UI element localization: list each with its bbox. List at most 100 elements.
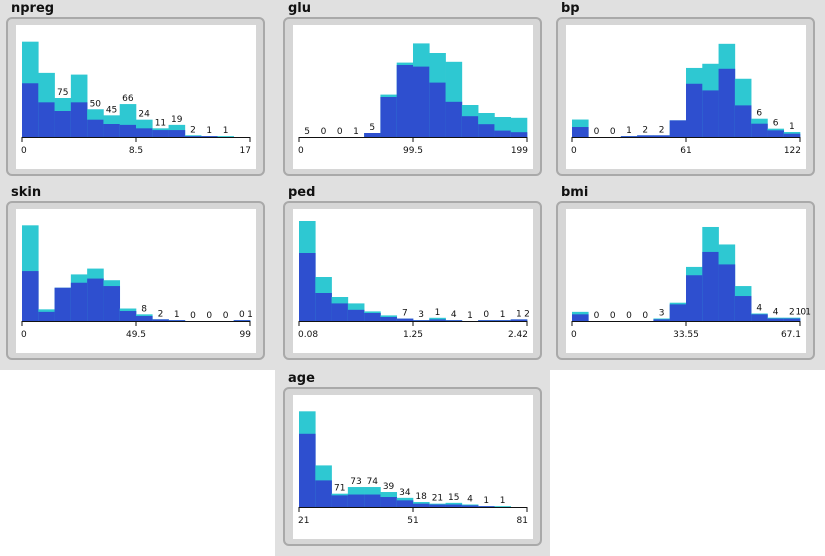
bar-subset [380, 97, 398, 137]
bar-count-label: 4 [451, 310, 457, 320]
bar-subset [413, 320, 430, 321]
x-tick-label: 67.1 [781, 330, 801, 340]
bar-subset [702, 251, 719, 321]
plot-area: 5 0 0 1 5 0 99.5 199 [293, 25, 533, 169]
bar-count-label: 71 [334, 484, 345, 494]
x-tick-label: 99.5 [403, 146, 423, 156]
bar-subset [136, 128, 153, 137]
plot-area: 71 73 74 39 34 18 21 15 4 1 1 21 51 81 [293, 395, 533, 539]
bar-count-label: 1 [483, 496, 489, 506]
histogram-panel-bp: bp 0 0 1 2 2 6 6 1 0 61 122 [553, 0, 819, 180]
plot-area: 7 3 1 4 1 0 1 1 2 0.08 1.25 2.42 [293, 209, 533, 353]
bar-subset [331, 495, 349, 507]
bar-count-label: 1 [500, 496, 506, 506]
x-tick-label: 81 [517, 516, 528, 526]
bar-count-label: 18 [415, 492, 427, 502]
x-tick-label: 0 [571, 330, 577, 340]
bar-subset [429, 504, 446, 507]
bar-count-label: 1 [206, 126, 212, 136]
bar-subset [734, 105, 752, 137]
bar-subset [184, 136, 202, 137]
bar-subset [653, 135, 671, 137]
bar-total [494, 506, 512, 507]
histogram-panel-age: age 71 73 74 39 34 18 21 15 4 1 1 21 51 81 [280, 370, 546, 550]
bar-count-label: 1 [174, 310, 180, 320]
bar-count-label: 1 [435, 308, 441, 318]
x-tick-label: 0 [298, 146, 304, 156]
bar-count-label: 24 [138, 110, 150, 120]
bar-count-label: 2 [158, 309, 164, 319]
bar-subset [718, 264, 736, 321]
bar-subset [429, 82, 446, 137]
bar-subset [783, 133, 801, 137]
bar-count-label: 50 [90, 99, 102, 109]
bar-count-label: 66 [122, 94, 134, 104]
bar-count-label: 15 [448, 493, 459, 503]
bar-subset [380, 497, 398, 507]
x-tick-label: 51 [407, 516, 418, 526]
bar-subset [620, 136, 638, 137]
bar-subset [54, 287, 72, 321]
bar-subset [168, 320, 186, 321]
histogram-frame: 5 0 0 1 5 0 99.5 199 [283, 17, 542, 176]
bar-subset [364, 313, 381, 321]
x-tick-label: 99 [240, 330, 252, 340]
bar-count-label: 1 [516, 309, 522, 319]
histogram-title: ped [288, 185, 316, 200]
bar-count-label: 0 [223, 311, 229, 321]
bar-subset [152, 319, 169, 321]
bar-subset [653, 319, 671, 321]
bar-count-label: 2 [789, 308, 795, 318]
bar-subset [572, 314, 589, 321]
bar-count-label: 2 [190, 125, 196, 135]
histogram-panel-bmi: bmi 0 0 0 0 3 4 4 2 1 0 1 0 33.55 67.1 [553, 184, 819, 364]
x-tick-label: 0 [571, 146, 577, 156]
x-tick-label: 17 [240, 146, 251, 156]
bar-subset [445, 504, 463, 507]
bar-count-label: 3 [418, 310, 424, 320]
bar-count-label: 0 [206, 311, 212, 321]
bar-subset [396, 318, 414, 321]
bar-count-label: 3 [659, 309, 665, 319]
bar-count-label: 0 [483, 310, 489, 320]
bar-subset [461, 505, 479, 507]
bar-subset [70, 102, 88, 137]
bar-subset [152, 130, 169, 137]
bar-subset [299, 433, 316, 507]
histogram-svg: 0 0 0 0 3 4 4 2 1 0 10 33.55 67.1 [571, 226, 811, 340]
bar-subset [751, 314, 768, 321]
bar-subset [413, 503, 430, 507]
bar-count-label: 73 [350, 477, 361, 487]
bar-subset [494, 130, 512, 137]
bar-count-label: 21 [432, 494, 443, 504]
bar-subset [510, 319, 528, 321]
x-tick-label: 122 [784, 146, 801, 156]
bar-total [217, 136, 235, 137]
bar-subset [347, 494, 365, 507]
bar-count-label: 1 [223, 126, 229, 136]
bar-subset [380, 317, 398, 321]
bar-subset [478, 320, 495, 321]
histogram-panel-skin: skin 8 2 1 0 0 0 0 1 0 49.5 99 [3, 184, 269, 364]
bar-total [429, 317, 446, 321]
bar-count-label: 6 [773, 119, 779, 129]
histogram-svg: 0 0 1 2 266 10 61 122 [571, 43, 801, 156]
bar-count-label: 0 [642, 311, 648, 321]
bar-count-label: 8 [141, 304, 147, 314]
x-tick-label: 199 [511, 146, 528, 156]
bar-count-label: 39 [383, 482, 395, 492]
bar-subset [38, 102, 55, 137]
x-tick-label: 33.55 [673, 330, 699, 340]
bar-subset [669, 120, 687, 137]
histogram-panel-glu: glu 5 0 0 1 5 0 99.5 199 [280, 0, 546, 180]
bar-count-label: 0 [626, 311, 632, 321]
bar-count-label: 1 [805, 308, 811, 318]
bar-subset [686, 83, 703, 137]
histogram-panel-npreg: npreg 75 50 45 66 24 11 19 2 1 1 0 8.5 17 [3, 0, 269, 180]
bar-count-label: 74 [367, 477, 379, 487]
bar-subset [315, 293, 332, 321]
bar-count-label: 0 [610, 311, 616, 321]
bar-subset [396, 500, 414, 507]
